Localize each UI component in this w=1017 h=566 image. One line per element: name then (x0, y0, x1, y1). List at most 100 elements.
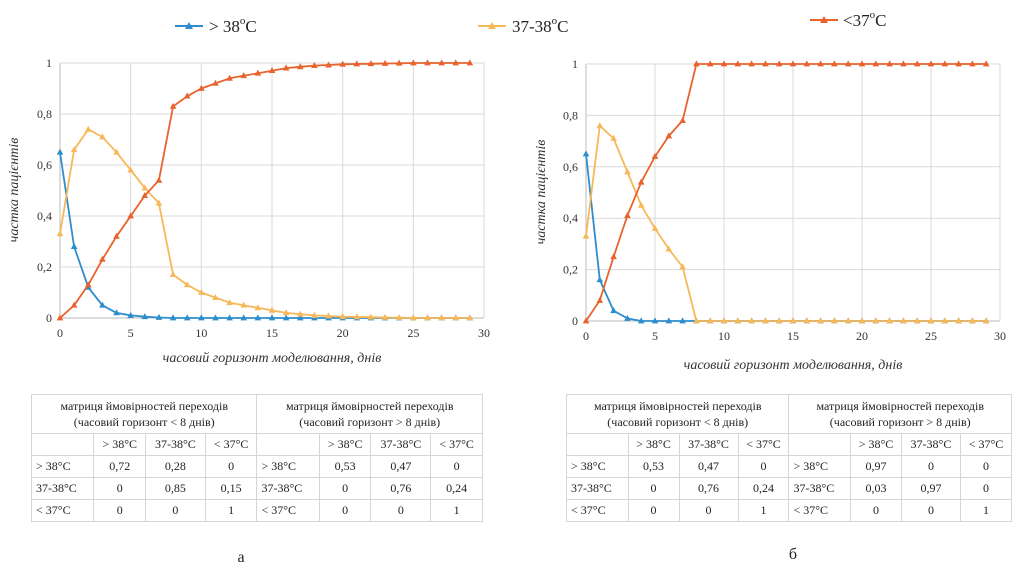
data-point (99, 301, 106, 308)
data-point (651, 317, 659, 324)
row-header: < 37°C (256, 499, 320, 522)
table-cell: 0,24 (737, 477, 790, 500)
row-header: 37-38°C (788, 477, 852, 500)
data-point (582, 317, 590, 324)
data-point (637, 201, 645, 208)
data-point (624, 212, 631, 219)
data-point (212, 314, 219, 321)
table-row: > 38°C 0,72 0,28 0 > 38°C 0,53 0,47 0 (30, 455, 483, 478)
data-point (679, 116, 686, 123)
series-line (585, 124, 987, 322)
data-point (169, 271, 177, 278)
legend: > 38oC 37-38oC <37oC (175, 9, 886, 36)
column-header: 37-38°C (678, 433, 739, 456)
panel-label-a: а (237, 549, 244, 566)
x-tick-label: 30 (478, 326, 490, 340)
series-line (59, 152, 470, 319)
data-point (734, 317, 742, 324)
data-point (367, 60, 375, 67)
x-tick-label: 25 (407, 326, 419, 340)
x-tick-label: 10 (718, 329, 730, 343)
data-point (56, 314, 64, 321)
table-cell: 0,76 (678, 477, 739, 500)
table-cell: 0 (370, 499, 432, 522)
data-point (844, 317, 852, 324)
data-point (141, 313, 149, 320)
table-cell: 0,85 (145, 477, 206, 500)
data-point (941, 317, 949, 324)
row-header: > 38°C (566, 455, 629, 478)
column-header: < 37°C (204, 433, 258, 456)
y-tick-label: 0,8 (563, 108, 578, 122)
data-point (311, 311, 318, 318)
data-point (70, 146, 78, 153)
matrix-header-gt8: матриця ймовірностей переходів (часовий г… (788, 394, 1012, 434)
data-point (913, 60, 921, 67)
table-row: > 38°C 37-38°C < 37°C > 38°C 37-38°C < 3… (30, 433, 483, 456)
data-point (969, 317, 976, 324)
data-point (240, 314, 248, 321)
data-point (254, 304, 262, 311)
data-point (452, 59, 460, 66)
data-point (651, 152, 659, 159)
x-tick-label: 15 (787, 329, 799, 343)
data-point (596, 122, 604, 129)
data-point (296, 63, 304, 70)
legend-text-gt38: > 38oC (209, 15, 257, 36)
table-cell: 0,76 (370, 477, 432, 500)
table-cell: 0 (204, 455, 258, 478)
data-point (831, 317, 838, 324)
table-cell: 0 (318, 477, 372, 500)
x-tick-label: 30 (994, 329, 1006, 343)
legend-swatch-marker (185, 22, 193, 29)
data-point (424, 59, 431, 66)
table-cell: 0 (900, 499, 961, 522)
x-tick-label: 10 (195, 326, 207, 340)
data-point (817, 60, 824, 67)
transition-matrix-table-b: матриця ймовірностей переходів (часовий г… (565, 394, 1013, 522)
data-point (679, 317, 686, 324)
data-point (831, 60, 838, 67)
matrix-header-lt8: матриця ймовірностей переходів (часовий г… (30, 394, 258, 434)
column-header: < 37°C (959, 433, 1013, 456)
data-point (624, 168, 631, 175)
series-line (585, 63, 987, 322)
data-point (268, 306, 276, 313)
data-point (282, 314, 290, 321)
data-point (367, 313, 375, 320)
data-point (762, 317, 769, 324)
data-point (803, 60, 811, 67)
data-point (858, 60, 866, 67)
table-row: < 37°C 0 0 1 < 37°C 0 0 1 (566, 499, 1013, 522)
x-tick-label: 0 (57, 326, 63, 340)
matrix-title: матриця ймовірностей переходів (816, 399, 984, 413)
data-point (240, 301, 248, 308)
x-tick-label: 0 (583, 329, 589, 343)
data-point (198, 288, 205, 295)
data-point (720, 60, 728, 67)
table-cell: 0 (900, 455, 961, 478)
data-point (183, 314, 191, 321)
matrix-subtitle: (часовий горизонт > 8 днів) (299, 415, 441, 429)
data-point (693, 60, 700, 67)
data-point (70, 301, 78, 308)
data-point (438, 59, 445, 66)
data-point (424, 314, 431, 321)
table-cell: 0 (850, 499, 902, 522)
column-header: 37-38°C (900, 433, 961, 456)
data-point (56, 230, 64, 237)
data-point (226, 74, 233, 81)
panel-label-b: б (789, 546, 797, 563)
data-point (198, 84, 205, 91)
data-point (113, 232, 120, 239)
table-cell: 1 (737, 499, 790, 522)
row-header: > 38°C (788, 455, 852, 478)
data-point (955, 317, 962, 324)
data-point (212, 294, 219, 300)
chart-panel-b: 0 5 10 15 20 25 30 0 0,2 0,4 0,6 0,8 1 часовий горизо… (534, 57, 1006, 373)
row-header: > 38°C (256, 455, 320, 478)
data-point (84, 281, 92, 288)
column-header: > 38°C (93, 433, 147, 456)
data-point (886, 60, 893, 67)
table-cell (566, 433, 629, 456)
